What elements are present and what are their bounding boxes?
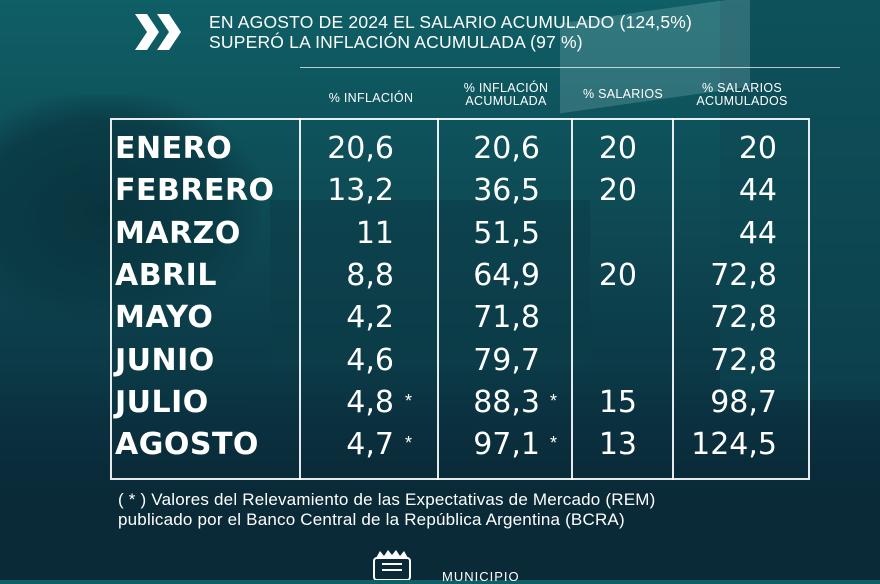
salarios-value: 20 bbox=[598, 173, 637, 209]
table-row: MAYO 4,2 71,8 72,8 bbox=[0, 297, 880, 339]
salarios-value: 13 bbox=[598, 427, 637, 463]
inflacion-value: 11 bbox=[355, 215, 394, 251]
column-divider bbox=[437, 118, 439, 480]
headline-line-2: SUPERÓ LA INFLACIÓN ACUMULADA (97 %) bbox=[209, 32, 583, 52]
column-header-inflacion-acumulada: % INFLACIÓN ACUMULADA bbox=[463, 81, 549, 108]
column-divider bbox=[299, 118, 301, 480]
salarios-acumulados-value: 20 bbox=[738, 131, 777, 166]
footnote-line-2: publicado por el Banco Central de la Rep… bbox=[118, 510, 625, 529]
table-row: ENERO 20,6 20,6 20 20 bbox=[0, 128, 880, 170]
salarios-acumulados-value: 72,8 bbox=[710, 257, 777, 293]
inflacion-asterisk: * bbox=[405, 390, 413, 411]
inflacion-acumulada-value: 71,8 bbox=[473, 300, 540, 336]
column-header-salarios: % SALARIOS bbox=[582, 87, 664, 101]
header-divider bbox=[300, 67, 840, 68]
column-divider bbox=[672, 118, 674, 480]
table-row: FEBRERO 13,2 36,5 20 44 bbox=[0, 170, 880, 212]
inflacion-value: 4,6 bbox=[346, 342, 394, 378]
inflacion-acumulada-value: 64,9 bbox=[473, 257, 540, 293]
month-label: JUNIO bbox=[115, 342, 215, 378]
month-label: AGOSTO bbox=[115, 427, 259, 463]
table-row: JULIO 4,8 * 88,3 * 15 98,7 bbox=[0, 382, 880, 424]
inflacion-acumulada-value: 36,5 bbox=[473, 173, 540, 209]
month-label: MARZO bbox=[115, 215, 241, 251]
inflacion-value: 4,2 bbox=[346, 300, 394, 336]
salarios-acumulados-value: 72,8 bbox=[710, 300, 777, 336]
inflacion-acumulada-asterisk: * bbox=[550, 390, 558, 411]
salarios-acumulados-value: 98,7 bbox=[710, 384, 777, 420]
salarios-acumulados-value: 124,5 bbox=[691, 427, 777, 463]
month-label: ABRIL bbox=[115, 257, 217, 293]
inflacion-value: 20,6 bbox=[327, 131, 394, 166]
month-label: MAYO bbox=[115, 300, 214, 336]
footnote: ( * ) Valores del Relevamiento de las Ex… bbox=[118, 490, 655, 530]
column-divider bbox=[571, 118, 573, 480]
inflacion-asterisk: * bbox=[405, 433, 413, 454]
headline-line-1: EN AGOSTO DE 2024 EL SALARIO ACUMULADO (… bbox=[209, 12, 693, 32]
column-header-salarios-acumulados: % SALARIOS ACUMULADOS bbox=[696, 81, 788, 108]
salarios-value: 15 bbox=[598, 384, 637, 420]
double-chevron-right-icon bbox=[135, 14, 181, 50]
salarios-acumulados-value: 72,8 bbox=[710, 342, 777, 378]
table-row: MARZO 11 51,5 44 bbox=[0, 213, 880, 255]
salarios-value: 20 bbox=[598, 257, 637, 293]
table-row: ABRIL 8,8 64,9 20 72,8 bbox=[0, 255, 880, 297]
inflacion-acumulada-asterisk: * bbox=[550, 433, 558, 454]
municipal-crest-icon bbox=[373, 550, 411, 580]
inflacion-acumulada-value: 79,7 bbox=[473, 342, 540, 378]
inflacion-value: 8,8 bbox=[346, 257, 394, 293]
inflacion-acumulada-value: 20,6 bbox=[473, 131, 540, 166]
month-label: JULIO bbox=[115, 384, 209, 420]
data-table-frame bbox=[110, 118, 810, 480]
headline: EN AGOSTO DE 2024 EL SALARIO ACUMULADO (… bbox=[209, 12, 692, 52]
month-label: ENERO bbox=[115, 131, 233, 166]
table-row: JUNIO 4,6 79,7 72,8 bbox=[0, 340, 880, 382]
inflacion-value: 13,2 bbox=[327, 173, 394, 209]
salarios-acumulados-value: 44 bbox=[738, 173, 777, 209]
column-header-inflacion: % INFLACIÓN bbox=[328, 91, 414, 105]
inflacion-acumulada-value: 51,5 bbox=[473, 215, 540, 251]
month-label: FEBRERO bbox=[115, 173, 275, 209]
inflacion-value: 4,7 bbox=[346, 427, 394, 463]
salarios-acumulados-value: 44 bbox=[738, 215, 777, 251]
header: EN AGOSTO DE 2024 EL SALARIO ACUMULADO (… bbox=[135, 12, 692, 52]
salarios-value: 20 bbox=[598, 131, 637, 166]
inflacion-value: 4,8 bbox=[346, 384, 394, 420]
inflacion-acumulada-value: 88,3 bbox=[473, 384, 540, 420]
inflacion-acumulada-value: 97,1 bbox=[473, 427, 540, 463]
municipio-label: MUNICIPIO bbox=[442, 569, 520, 584]
footnote-line-1: ( * ) Valores del Relevamiento de las Ex… bbox=[118, 490, 656, 509]
table-row: AGOSTO 4,7 * 97,1 * 13 124,5 bbox=[0, 424, 880, 466]
